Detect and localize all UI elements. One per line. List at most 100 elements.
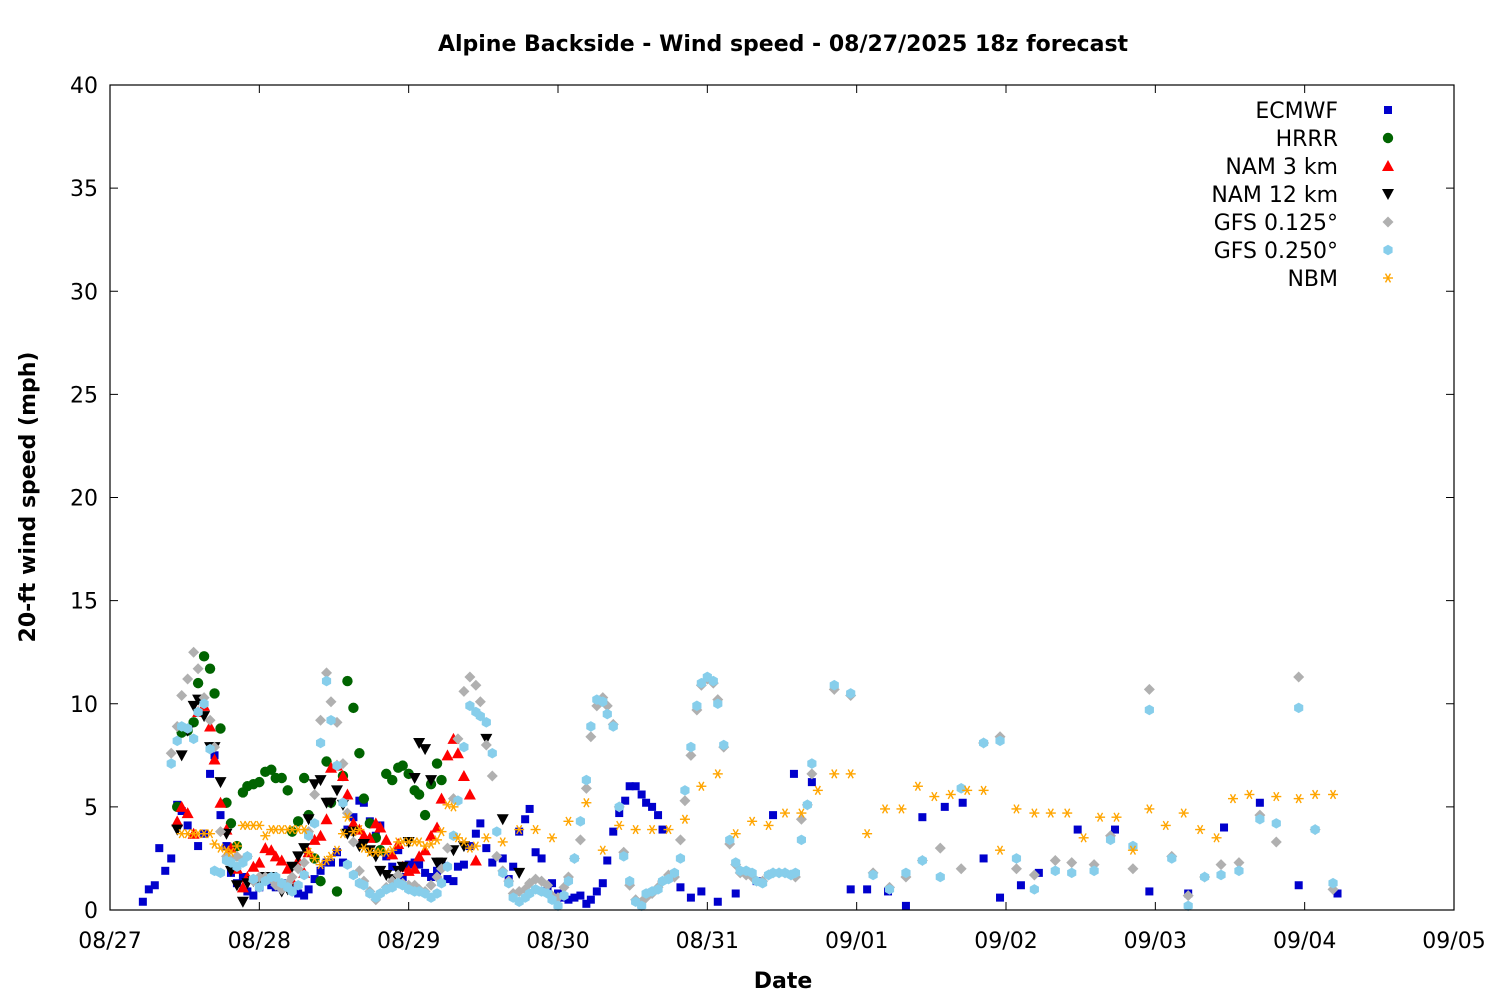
point-gfs-0-250: [796, 834, 806, 846]
point-gfs-0-125: [585, 731, 597, 743]
point-nbm: [1310, 789, 1321, 800]
point-gfs-0-250: [1310, 824, 1320, 835]
point-gfs-0-125: [1049, 855, 1061, 866]
point-nbm-stroke: [317, 859, 324, 870]
point-gfs-0-250: [1067, 867, 1077, 879]
point-nbm-stroke: [233, 841, 241, 851]
point-nbm: [303, 847, 314, 857]
point-gfs-0-125: [452, 733, 464, 745]
point-nam-3-km: [214, 796, 227, 808]
point-nbm: [712, 769, 723, 779]
point-hrrr: [215, 723, 226, 734]
point-hrrr: [342, 675, 353, 687]
point-ecmwf: [167, 854, 176, 863]
point-nbm-stroke: [272, 824, 279, 835]
point-ecmwf: [388, 862, 397, 871]
point-nam-3-km: [269, 850, 282, 862]
point-nbm-stroke: [305, 847, 312, 857]
point-nbm-stroke: [1096, 812, 1104, 822]
series-nbm: [176, 769, 1339, 870]
point-nam-3-km: [413, 850, 426, 862]
x-tick-label: 09/03: [1124, 929, 1187, 954]
point-nbm-stroke: [200, 828, 208, 839]
x-tick-label: 09/04: [1273, 929, 1336, 954]
point-hrrr: [387, 774, 398, 786]
point-hrrr: [348, 702, 359, 714]
point-nbm-stroke: [421, 841, 429, 851]
point-ecmwf: [349, 813, 358, 822]
x-tick-label: 08/27: [78, 929, 141, 954]
point-ecmwf: [294, 889, 303, 898]
point-nbm: [929, 791, 940, 802]
point-nbm: [978, 785, 989, 796]
point-hrrr: [254, 776, 265, 788]
point-nbm-stroke: [250, 820, 257, 831]
point-nbm: [1195, 824, 1206, 835]
point-gfs-0-250: [293, 879, 303, 891]
point-gfs-0-125: [188, 646, 200, 658]
series-gfs-0-250: [166, 671, 1338, 912]
point-nbm: [796, 808, 807, 818]
point-nam-12-km: [396, 861, 409, 873]
point-gfs-0-250: [575, 816, 585, 827]
point-ecmwf: [449, 877, 458, 886]
point-hrrr: [192, 677, 204, 689]
point-nbm-stroke: [344, 812, 351, 822]
point-nam-3-km: [380, 833, 393, 845]
point-ecmwf: [404, 860, 413, 869]
point-gfs-0-250: [713, 698, 723, 710]
point-gfs-0-125: [1028, 869, 1040, 881]
point-gfs-0-250: [1255, 813, 1265, 825]
point-ecmwf: [509, 862, 518, 871]
point-nbm: [215, 843, 226, 853]
point-nbm-stroke: [1031, 808, 1038, 818]
point-ecmwf: [940, 802, 949, 811]
point-nbm: [679, 814, 690, 824]
point-nam-3-km: [308, 833, 321, 845]
legend-marker-nbm-stroke: [1384, 273, 1392, 283]
point-gfs-0-250: [248, 873, 258, 885]
point-ecmwf: [1255, 798, 1264, 807]
point-gfs-0-250: [586, 721, 596, 732]
point-gfs-0-250: [481, 717, 491, 728]
point-ecmwf: [564, 895, 573, 904]
point-nbm: [1045, 808, 1056, 818]
point-nam-12-km: [171, 824, 184, 836]
point-nam-3-km: [441, 749, 454, 761]
point-gfs-0-125: [298, 857, 310, 869]
axis-ticks: 0 5 10 15 20 25 30 35 40 08/27 08/28 08/29 08/30 08/3…: [70, 74, 1486, 954]
point-gfs-0-250: [846, 688, 856, 699]
point-ecmwf: [443, 875, 452, 884]
point-nbm: [1328, 789, 1339, 800]
point-gfs-0-125: [309, 789, 321, 800]
point-ecmwf: [697, 887, 706, 896]
point-ecmwf: [769, 811, 778, 820]
point-gfs-0-250: [348, 869, 358, 881]
point-nbm: [614, 820, 625, 831]
point-gfs-0-250: [802, 799, 812, 811]
point-gfs-0-250: [1050, 865, 1060, 877]
point-ecmwf: [609, 827, 618, 836]
point-gfs-0-250: [614, 801, 624, 813]
point-nbm: [530, 824, 541, 835]
point-nbm-stroke: [295, 824, 302, 835]
point-gfs-0-250: [1011, 853, 1022, 864]
point-gfs-0-250: [979, 737, 989, 749]
point-ecmwf: [498, 854, 507, 863]
y-tick-label: 20: [70, 487, 98, 512]
point-gfs-0-250: [669, 867, 680, 879]
point-nam-12-km: [175, 750, 188, 762]
point-ecmwf: [150, 881, 159, 890]
point-gfs-0-125: [458, 685, 470, 697]
point-nbm-stroke: [178, 828, 185, 839]
point-ecmwf: [979, 854, 988, 863]
point-nbm-stroke: [1180, 808, 1187, 818]
point-nbm: [1144, 804, 1155, 814]
point-nbm-stroke: [532, 824, 539, 835]
point-nam-3-km: [253, 856, 266, 868]
point-ecmwf: [625, 782, 634, 791]
point-nbm-stroke: [1047, 808, 1054, 818]
point-gfs-0-250: [271, 871, 281, 883]
point-nbm-stroke: [1295, 793, 1302, 804]
point-gfs-0-250: [475, 710, 485, 722]
